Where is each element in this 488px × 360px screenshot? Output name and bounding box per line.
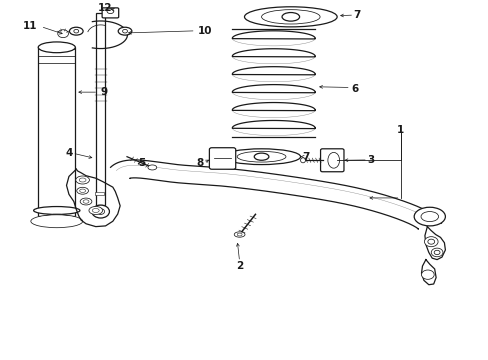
Ellipse shape bbox=[80, 198, 92, 205]
Text: 11: 11 bbox=[22, 21, 37, 31]
Ellipse shape bbox=[427, 239, 434, 244]
Text: 6: 6 bbox=[351, 84, 358, 94]
Ellipse shape bbox=[222, 149, 300, 165]
Ellipse shape bbox=[421, 270, 433, 279]
FancyBboxPatch shape bbox=[102, 8, 119, 18]
Ellipse shape bbox=[300, 158, 305, 163]
Ellipse shape bbox=[420, 212, 438, 222]
Ellipse shape bbox=[31, 215, 82, 228]
Ellipse shape bbox=[34, 207, 80, 215]
Ellipse shape bbox=[430, 248, 442, 257]
Ellipse shape bbox=[244, 7, 336, 27]
Ellipse shape bbox=[413, 207, 445, 226]
Bar bbox=[96, 13, 105, 205]
Text: 3: 3 bbox=[367, 155, 374, 165]
Text: 2: 2 bbox=[236, 261, 243, 271]
Ellipse shape bbox=[80, 189, 85, 193]
Ellipse shape bbox=[234, 232, 244, 237]
Ellipse shape bbox=[148, 165, 156, 170]
Ellipse shape bbox=[58, 30, 68, 38]
Ellipse shape bbox=[83, 200, 89, 203]
Ellipse shape bbox=[76, 176, 89, 184]
Ellipse shape bbox=[107, 9, 114, 14]
Ellipse shape bbox=[92, 205, 109, 218]
Text: 12: 12 bbox=[98, 3, 113, 13]
Ellipse shape bbox=[237, 151, 285, 162]
FancyBboxPatch shape bbox=[38, 47, 75, 216]
Text: 8: 8 bbox=[196, 158, 203, 168]
Ellipse shape bbox=[74, 30, 79, 33]
Text: 4: 4 bbox=[65, 148, 73, 158]
Ellipse shape bbox=[38, 42, 75, 53]
Text: 1: 1 bbox=[396, 125, 404, 135]
Ellipse shape bbox=[118, 27, 132, 35]
Ellipse shape bbox=[79, 178, 86, 182]
Ellipse shape bbox=[89, 207, 102, 215]
Ellipse shape bbox=[69, 27, 83, 35]
Ellipse shape bbox=[77, 187, 88, 194]
Ellipse shape bbox=[122, 30, 127, 33]
Ellipse shape bbox=[261, 10, 320, 24]
Text: 9: 9 bbox=[101, 87, 107, 97]
Ellipse shape bbox=[92, 208, 99, 212]
Ellipse shape bbox=[97, 209, 104, 215]
Text: 5: 5 bbox=[138, 158, 145, 168]
Ellipse shape bbox=[424, 237, 437, 247]
FancyBboxPatch shape bbox=[320, 149, 343, 172]
Text: 7: 7 bbox=[302, 152, 309, 162]
Bar bbox=[95, 192, 103, 195]
Ellipse shape bbox=[282, 13, 299, 21]
Ellipse shape bbox=[237, 233, 242, 236]
Text: 7: 7 bbox=[352, 10, 360, 20]
Ellipse shape bbox=[327, 152, 339, 168]
FancyBboxPatch shape bbox=[209, 148, 235, 169]
Text: 10: 10 bbox=[198, 26, 212, 36]
Ellipse shape bbox=[254, 153, 268, 160]
Ellipse shape bbox=[433, 250, 439, 255]
Ellipse shape bbox=[40, 215, 73, 225]
